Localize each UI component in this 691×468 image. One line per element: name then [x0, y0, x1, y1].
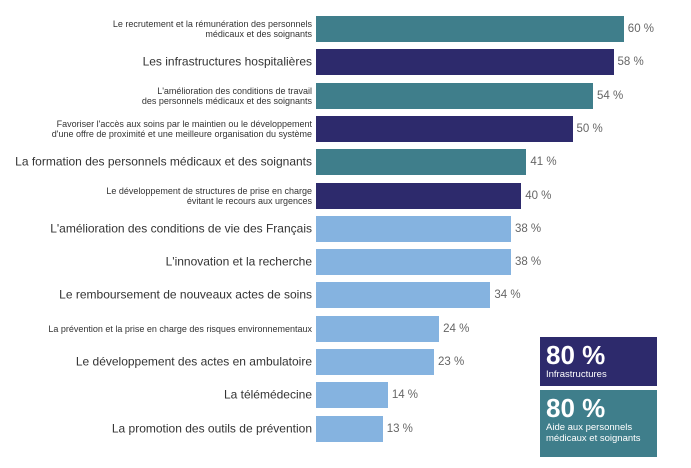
- category-label: Favoriser l'accès aux soins par le maint…: [51, 118, 312, 139]
- value-label: 23 %: [437, 356, 465, 368]
- category-label: L'amélioration des conditions de travail…: [141, 85, 312, 106]
- bar: [316, 282, 491, 309]
- category-label: La télémédecine: [223, 387, 312, 402]
- category-label: Le développement des actes en ambulatoir…: [75, 354, 312, 369]
- callout-label: Infrastructures: [546, 369, 607, 380]
- value-label: 14 %: [391, 389, 419, 402]
- value-label: 40 %: [525, 189, 552, 202]
- category-label: Le remboursement de nouveaux actes de so…: [59, 287, 312, 302]
- category-label: Le développement de structures de prise …: [106, 185, 312, 206]
- callout-value: 80 %: [546, 340, 606, 370]
- value-label: 41 %: [530, 156, 557, 169]
- bar: [316, 149, 527, 176]
- bar: [316, 115, 573, 142]
- bar: [316, 415, 383, 442]
- category-label: La promotion des outils de prévention: [111, 421, 312, 436]
- bar: [316, 249, 511, 276]
- value-label: 38 %: [514, 256, 542, 269]
- category-label: L'amélioration des conditions de vie des…: [50, 221, 312, 236]
- category-label: L'innovation et la recherche: [165, 254, 312, 269]
- bar: [316, 382, 388, 409]
- callout-box: 80 % Infrastructures: [540, 337, 657, 386]
- bar: [316, 16, 624, 42]
- value-label: 60 %: [627, 23, 655, 35]
- value-label: 24 %: [443, 322, 470, 335]
- value-label: 13 %: [386, 422, 413, 435]
- category-label: La formation des personnels médicaux et …: [15, 154, 312, 169]
- value-label: 58 %: [617, 56, 644, 69]
- value-label: 38 %: [514, 222, 542, 235]
- category-label: Le recrutement et la rémunération des pe…: [112, 19, 312, 39]
- value-label: 50 %: [576, 122, 603, 135]
- bar: [316, 182, 522, 209]
- bar: [316, 349, 434, 375]
- value-label: 34 %: [494, 289, 521, 302]
- callout-box: 80 % Aide aux personnels médicaux et soig…: [540, 390, 657, 457]
- bar: [316, 315, 440, 342]
- callout-value: 80 %: [546, 393, 606, 423]
- bar: [316, 82, 594, 109]
- callout-label: Aide aux personnels médicaux et soignant…: [546, 422, 641, 444]
- value-label: 54 %: [597, 89, 624, 102]
- bar: [316, 49, 614, 76]
- bar: [316, 215, 511, 242]
- category-label: Les infrastructures hospitalières: [142, 54, 312, 69]
- category-label: La prévention et la prise en charge des …: [48, 323, 312, 334]
